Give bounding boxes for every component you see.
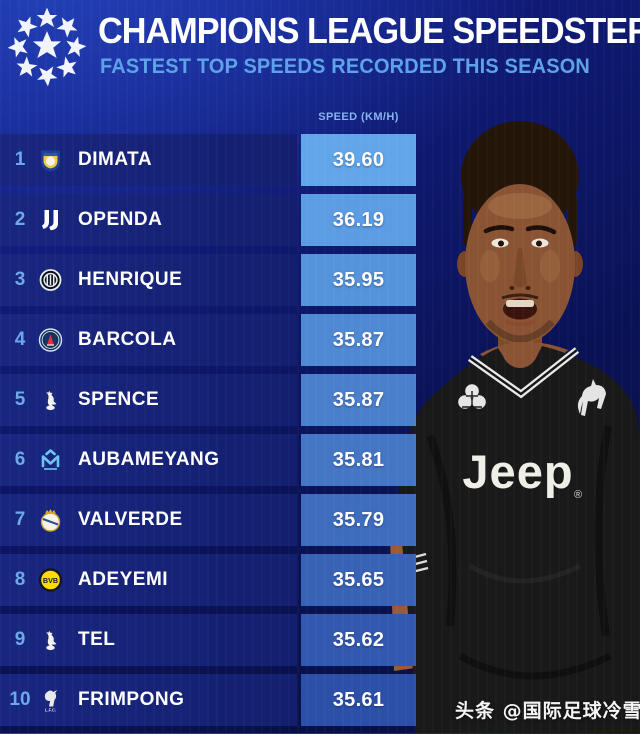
rank-label: 2: [14, 209, 26, 230]
table-row: 3 HENRIQUE 35.95: [0, 254, 640, 306]
crest-tottenham-icon: [37, 387, 64, 414]
page-subtitle: FASTEST TOP SPEEDS RECORDED THIS SEASON: [100, 55, 591, 78]
player-name: BARCOLA: [78, 329, 177, 350]
player-name: FRIMPONG: [78, 689, 185, 710]
table-row: 4 BARCOLA 35.87: [0, 314, 640, 366]
speed-value: 36.19: [301, 194, 416, 246]
svg-text:BVB: BVB: [43, 576, 58, 585]
rank-label: 5: [14, 389, 26, 410]
table-row: 1 DIMATA 39.60: [0, 134, 640, 186]
table-row: 8 BVB ADEYEMI 35.65: [0, 554, 640, 606]
crest-real-madrid-icon: [37, 507, 64, 534]
rank-label: 1: [14, 149, 26, 170]
crest-juventus-icon: [37, 207, 64, 234]
registered-mark: ®: [574, 489, 582, 501]
player-name: AUBAMEYANG: [78, 449, 220, 470]
crest-marseille-icon: [37, 447, 64, 474]
rank-label: 6: [14, 449, 26, 470]
player-name: HENRIQUE: [78, 269, 183, 290]
player-photo: Jeep ®: [390, 121, 640, 733]
speed-value: 35.87: [301, 314, 416, 366]
speed-value: 35.81: [301, 434, 416, 486]
speed-value: 35.61: [301, 674, 416, 726]
player-name: TEL: [78, 629, 116, 650]
jersey-sponsor-text: Jeep: [462, 445, 573, 498]
crest-tottenham-icon: [37, 627, 64, 654]
table-row: 5 SPENCE 35.87: [0, 374, 640, 426]
player-name: SPENCE: [78, 389, 160, 410]
player-name: OPENDA: [78, 209, 163, 230]
crest-liverpool-icon: L.F.C.: [37, 687, 64, 714]
crest-inter-icon: [37, 267, 64, 294]
watermark: 头条 @国际足球冷雪: [455, 700, 640, 722]
rank-label: 3: [14, 269, 26, 290]
speed-table: 1 DIMATA 39.60 2 OPENDA 36.19 3 HENRIQUE…: [0, 134, 640, 734]
speed-value: 35.79: [301, 494, 416, 546]
rank-label: 10: [9, 689, 31, 710]
speed-value: 35.62: [301, 614, 416, 666]
player-name: ADEYEMI: [78, 569, 169, 590]
table-row: 7 VALVERDE 35.79: [0, 494, 640, 546]
speed-value: 39.60: [301, 134, 416, 186]
table-row: 6 AUBAMEYANG 35.81: [0, 434, 640, 486]
champions-league-starball-icon: [6, 7, 88, 88]
speed-value: 35.65: [301, 554, 416, 606]
player-name: VALVERDE: [78, 509, 183, 530]
crest-pafos-icon: [37, 147, 64, 174]
table-row: 9 TEL 35.62: [0, 614, 640, 666]
table-row: 2 OPENDA 36.19: [0, 194, 640, 246]
rank-label: 4: [14, 329, 26, 350]
rank-label: 8: [14, 569, 26, 590]
table-row: 10 L.F.C. FRIMPONG 35.61: [0, 674, 640, 726]
page-title: CHAMPIONS LEAGUE SPEEDSTERS: [98, 10, 640, 51]
rank-label: 7: [14, 509, 26, 530]
speed-column-header: SPEED (KM/H): [318, 111, 399, 123]
crest-dortmund-icon: BVB: [37, 567, 64, 594]
crest-psg-icon: [37, 327, 64, 354]
adidas-trefoil-icon: [458, 384, 486, 409]
speed-value: 35.95: [301, 254, 416, 306]
speed-value: 35.87: [301, 374, 416, 426]
horse-emblem-icon: [577, 379, 606, 416]
player-name: DIMATA: [78, 149, 153, 170]
svg-text:L.F.C.: L.F.C.: [45, 707, 56, 712]
rank-label: 9: [14, 629, 26, 650]
player-jersey: [399, 346, 640, 733]
